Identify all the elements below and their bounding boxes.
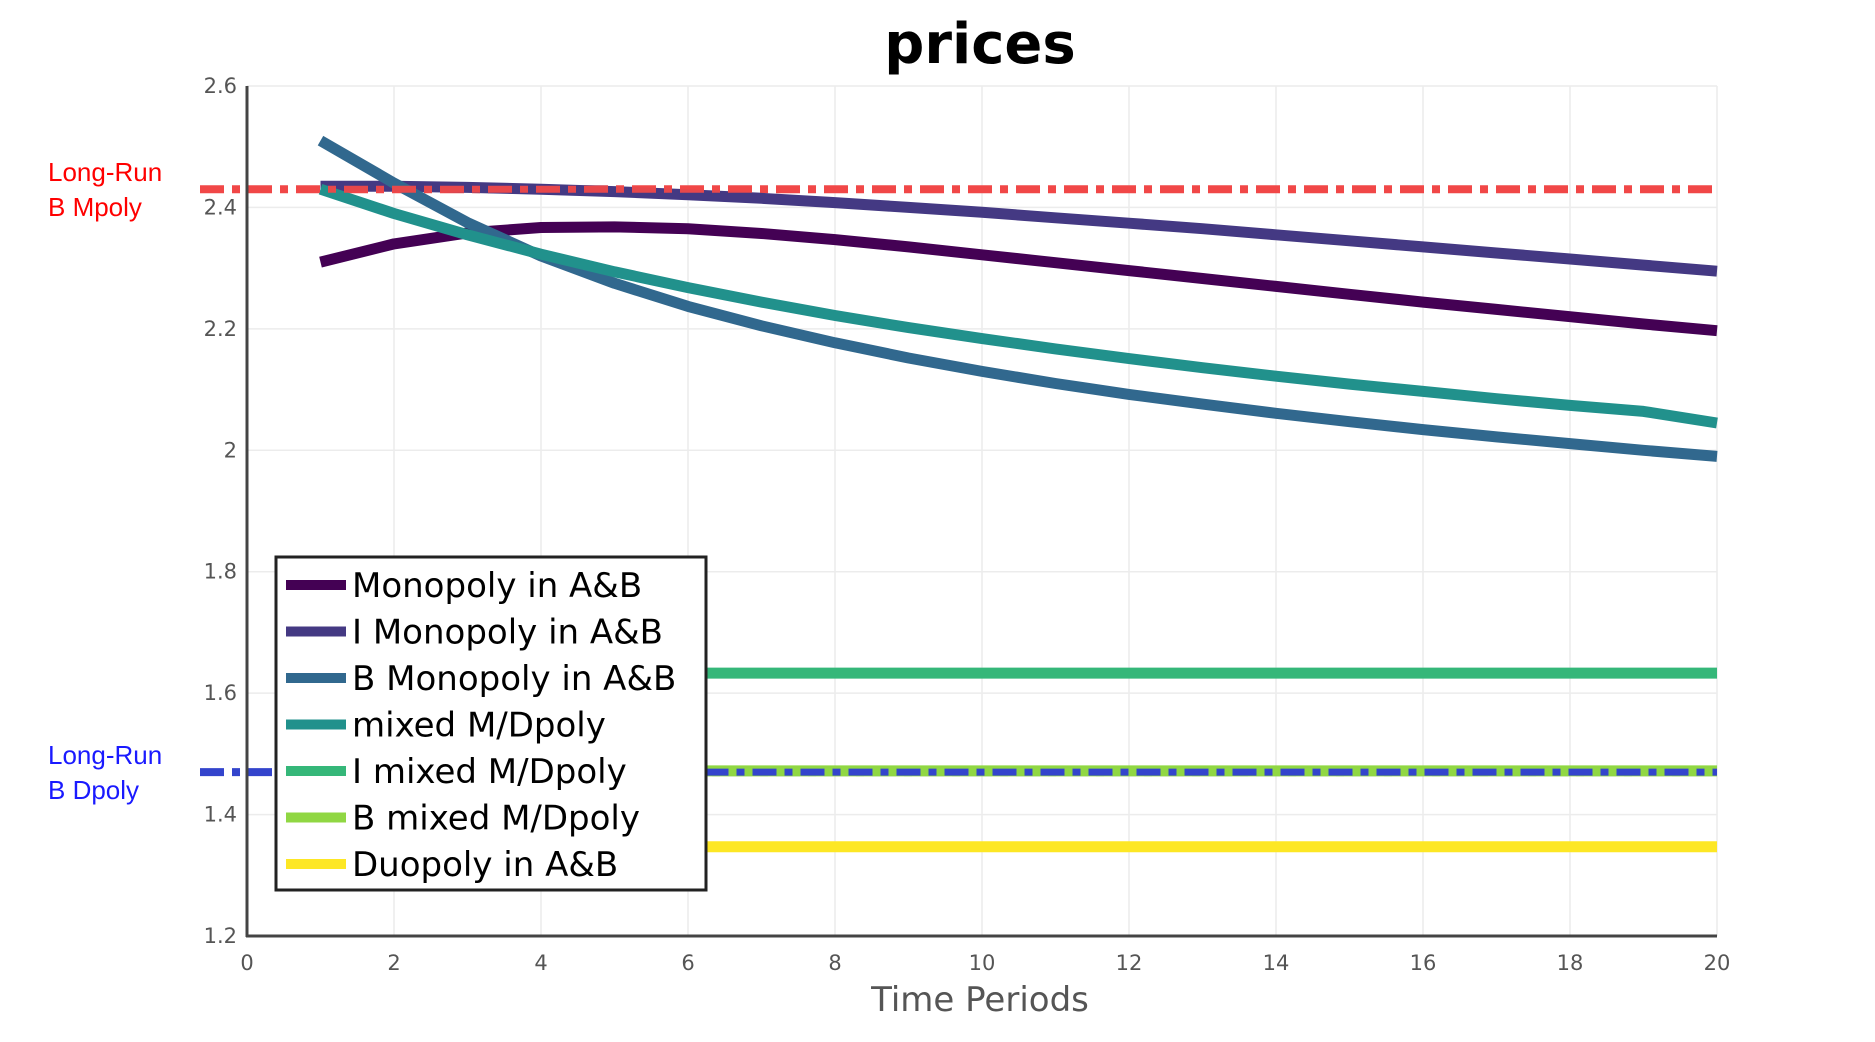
y-tick-label: 2.4 [204, 195, 237, 219]
x-tick-label: 20 [1704, 951, 1731, 975]
x-tick-label: 2 [387, 951, 400, 975]
legend-label: I mixed M/Dpoly [352, 752, 627, 792]
reference-label: Long-Run [48, 157, 162, 187]
x-tick-label: 14 [1263, 951, 1290, 975]
y-tick-label: 2.6 [204, 74, 237, 98]
series-line-0 [319, 221, 1718, 337]
legend-label: mixed M/Dpoly [352, 706, 606, 746]
x-tick-label: 10 [969, 951, 996, 975]
legend-label: I Monopoly in A&B [352, 613, 663, 653]
x-tick-label: 16 [1410, 951, 1437, 975]
y-tick-label: 2.2 [204, 317, 237, 341]
legend-label: B Monopoly in A&B [352, 659, 676, 699]
chart-title: prices [884, 12, 1075, 77]
reference-label: Long-Run [48, 740, 162, 770]
x-tick-label: 12 [1116, 951, 1143, 975]
x-tick-label: 0 [240, 951, 253, 975]
y-tick-label: 1.2 [204, 924, 237, 948]
reference-label: B Mpoly [48, 192, 142, 222]
y-tick-label: 1.8 [204, 560, 237, 584]
y-tick-label: 1.4 [204, 803, 237, 827]
tick-labels: 0 2 4 6 8 10 12 14 16 18 20 1.2 1.4 1.6 1.8 2 2.2 2.4 2.6 [204, 74, 1731, 975]
x-tick-label: 8 [828, 951, 841, 975]
reference-annotations: Long-Run B Mpoly Long-Run B Dpoly [48, 157, 162, 805]
legend-label: Duopoly in A&B [352, 845, 618, 885]
legend-label: B mixed M/Dpoly [352, 799, 640, 839]
series-line-3 [318, 183, 1718, 429]
x-tick-label: 6 [681, 951, 694, 975]
axes [245, 86, 1717, 938]
y-tick-label: 2 [224, 438, 237, 462]
legend-label: Monopoly in A&B [352, 566, 642, 606]
reference-label: B Dpoly [48, 775, 139, 805]
x-axis-title: Time Periods [870, 980, 1089, 1020]
y-tick-label: 1.6 [204, 681, 237, 705]
legend: Monopoly in A&B I Monopoly in A&B B Monopo… [274, 555, 708, 892]
x-tick-label: 18 [1557, 951, 1584, 975]
x-tick-label: 4 [534, 951, 547, 975]
legend-box [274, 555, 708, 892]
